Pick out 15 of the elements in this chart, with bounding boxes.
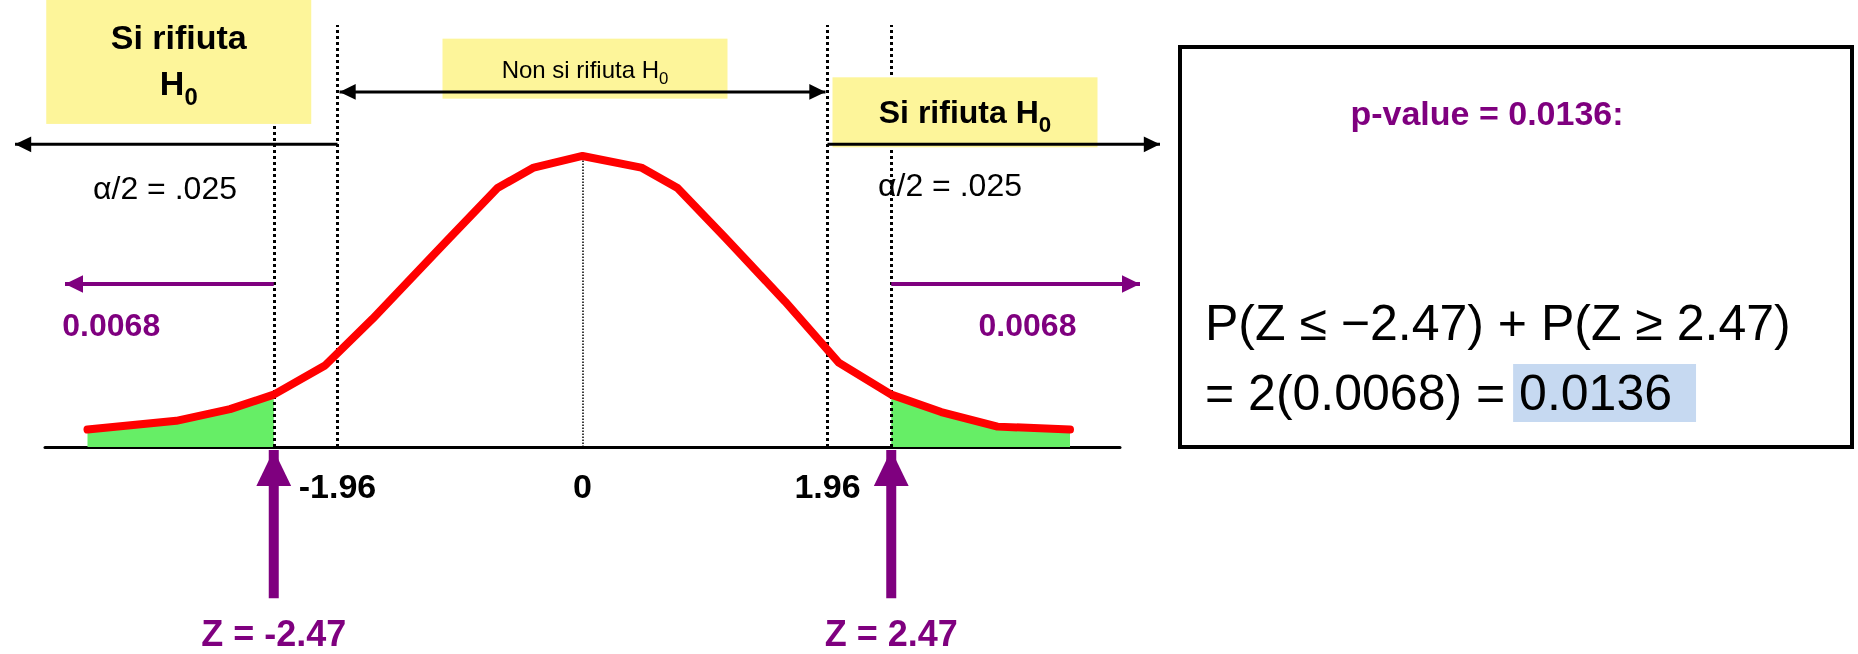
text: Si rifiuta H$_{0}$ [878,94,1052,138]
text: = 2(0.0068) = [1205,365,1506,421]
x-tick-label: -1.96 [298,467,377,505]
text: p-value = 0.0136: [1350,94,1624,132]
annotation: α/2 = .025 [93,169,237,206]
text: Non si rifiuta H$_{0}$ [501,55,669,88]
text: Z = 2.47 [824,612,958,654]
text: Z = -2.47 [201,612,347,654]
x-tick-label: 0 [573,467,592,505]
text: 0.0136 [1519,365,1673,421]
annotation: 0.0068 [62,306,161,343]
text: Si rifiuta H$_{0}$ [110,17,248,110]
annotation: 0.0068 [978,306,1077,343]
text: P(Z ≤ −2.47) + P(Z ≥ 2.47) [1205,295,1791,351]
x-tick-label: 1.96 [794,467,861,505]
